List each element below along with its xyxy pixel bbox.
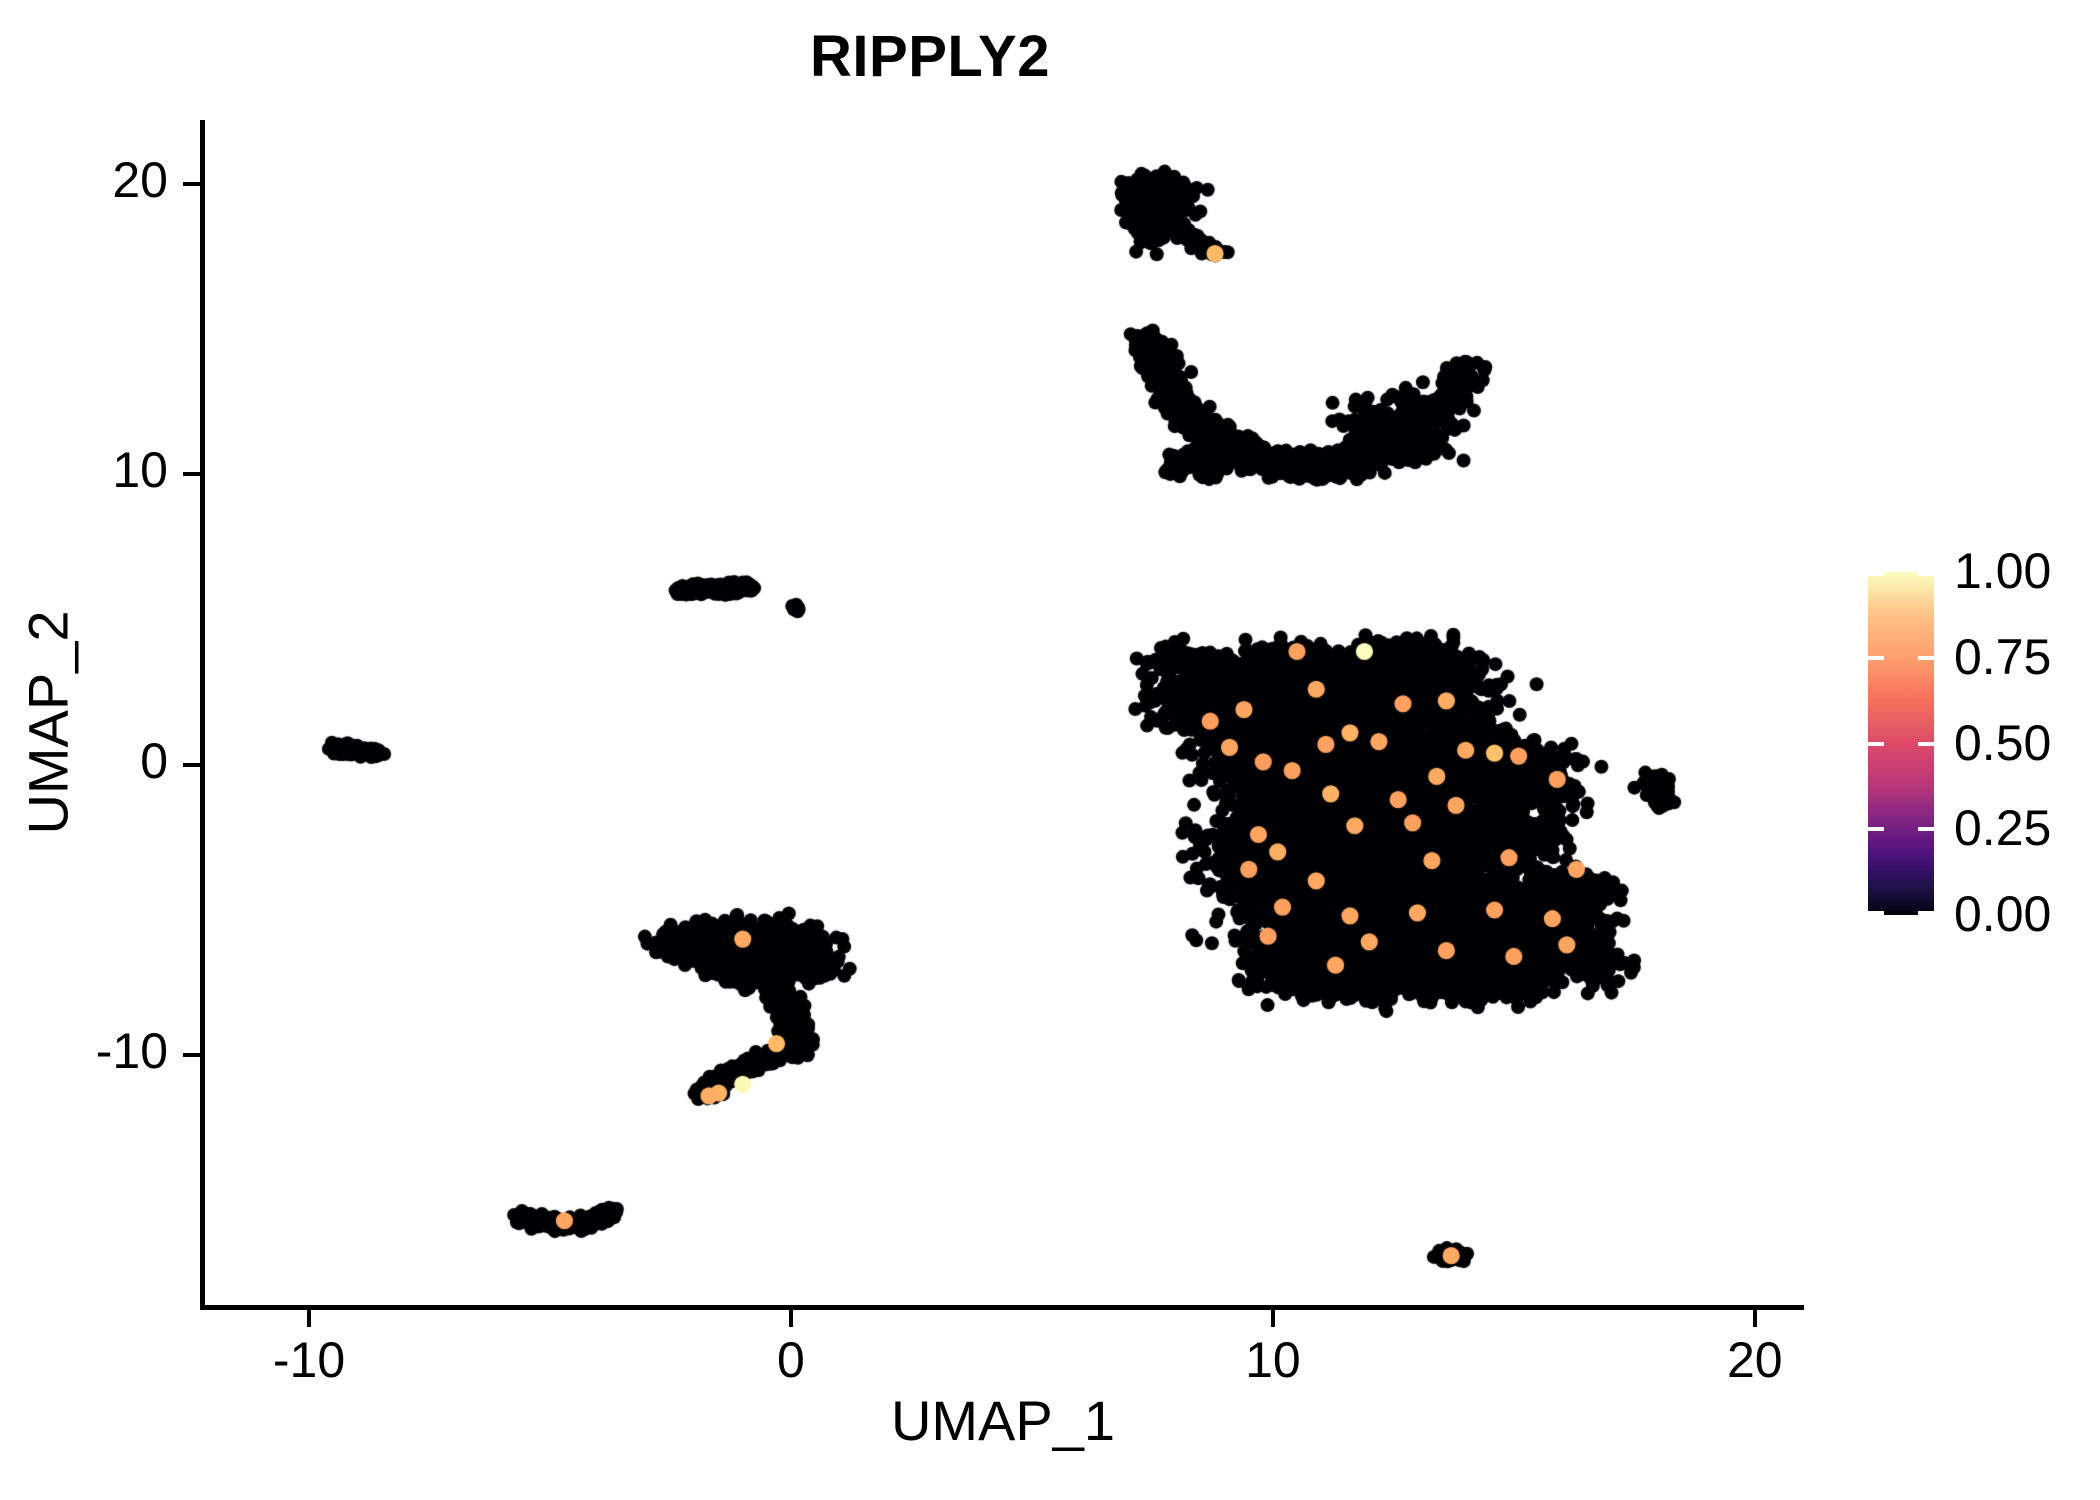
- y-tick-label: 10: [112, 442, 168, 499]
- colorbar-tick-label: 0.50: [1954, 714, 2052, 771]
- x-axis-label: UMAP_1: [890, 1389, 1116, 1452]
- x-tick-label: 10: [1245, 1332, 1301, 1388]
- y-tick-mark: [183, 472, 200, 477]
- x-axis-line: [203, 1305, 1804, 1310]
- y-tick-mark: [183, 181, 200, 186]
- scatter-points-canvas: [203, 120, 1803, 1305]
- colorbar-gradient: [1868, 572, 1934, 915]
- x-tick-label: 20: [1726, 1332, 1783, 1388]
- y-tick-label: -10: [95, 1023, 168, 1080]
- x-tick-label: 0: [777, 1332, 805, 1388]
- x-tick-mark: [1752, 1310, 1757, 1327]
- colorbar-tick-label: 0.25: [1954, 800, 2052, 857]
- x-tick-mark: [307, 1310, 312, 1327]
- y-tick-mark: [183, 1053, 200, 1058]
- page-title: RIPPLY2: [810, 24, 1050, 89]
- x-tick-mark: [788, 1310, 793, 1327]
- y-tick-mark: [183, 762, 200, 767]
- y-axis-line: [200, 120, 205, 1310]
- color-legend[interactable]: 1.00 0.75 0.50 0.25 0.00: [1868, 546, 2100, 939]
- colorbar-tick-label: 0.00: [1954, 886, 2052, 942]
- y-tick-label: 20: [112, 151, 168, 208]
- x-tick-label: -10: [272, 1332, 346, 1388]
- scatter-plot-panel: [203, 120, 1803, 1305]
- y-tick-label: 0: [140, 732, 168, 789]
- y-axis-label: UMAP_2: [16, 610, 80, 835]
- colorbar-tick-label: 1.00: [1954, 543, 2052, 599]
- x-tick-mark: [1270, 1310, 1275, 1327]
- colorbar-tick-label: 0.75: [1954, 628, 2052, 685]
